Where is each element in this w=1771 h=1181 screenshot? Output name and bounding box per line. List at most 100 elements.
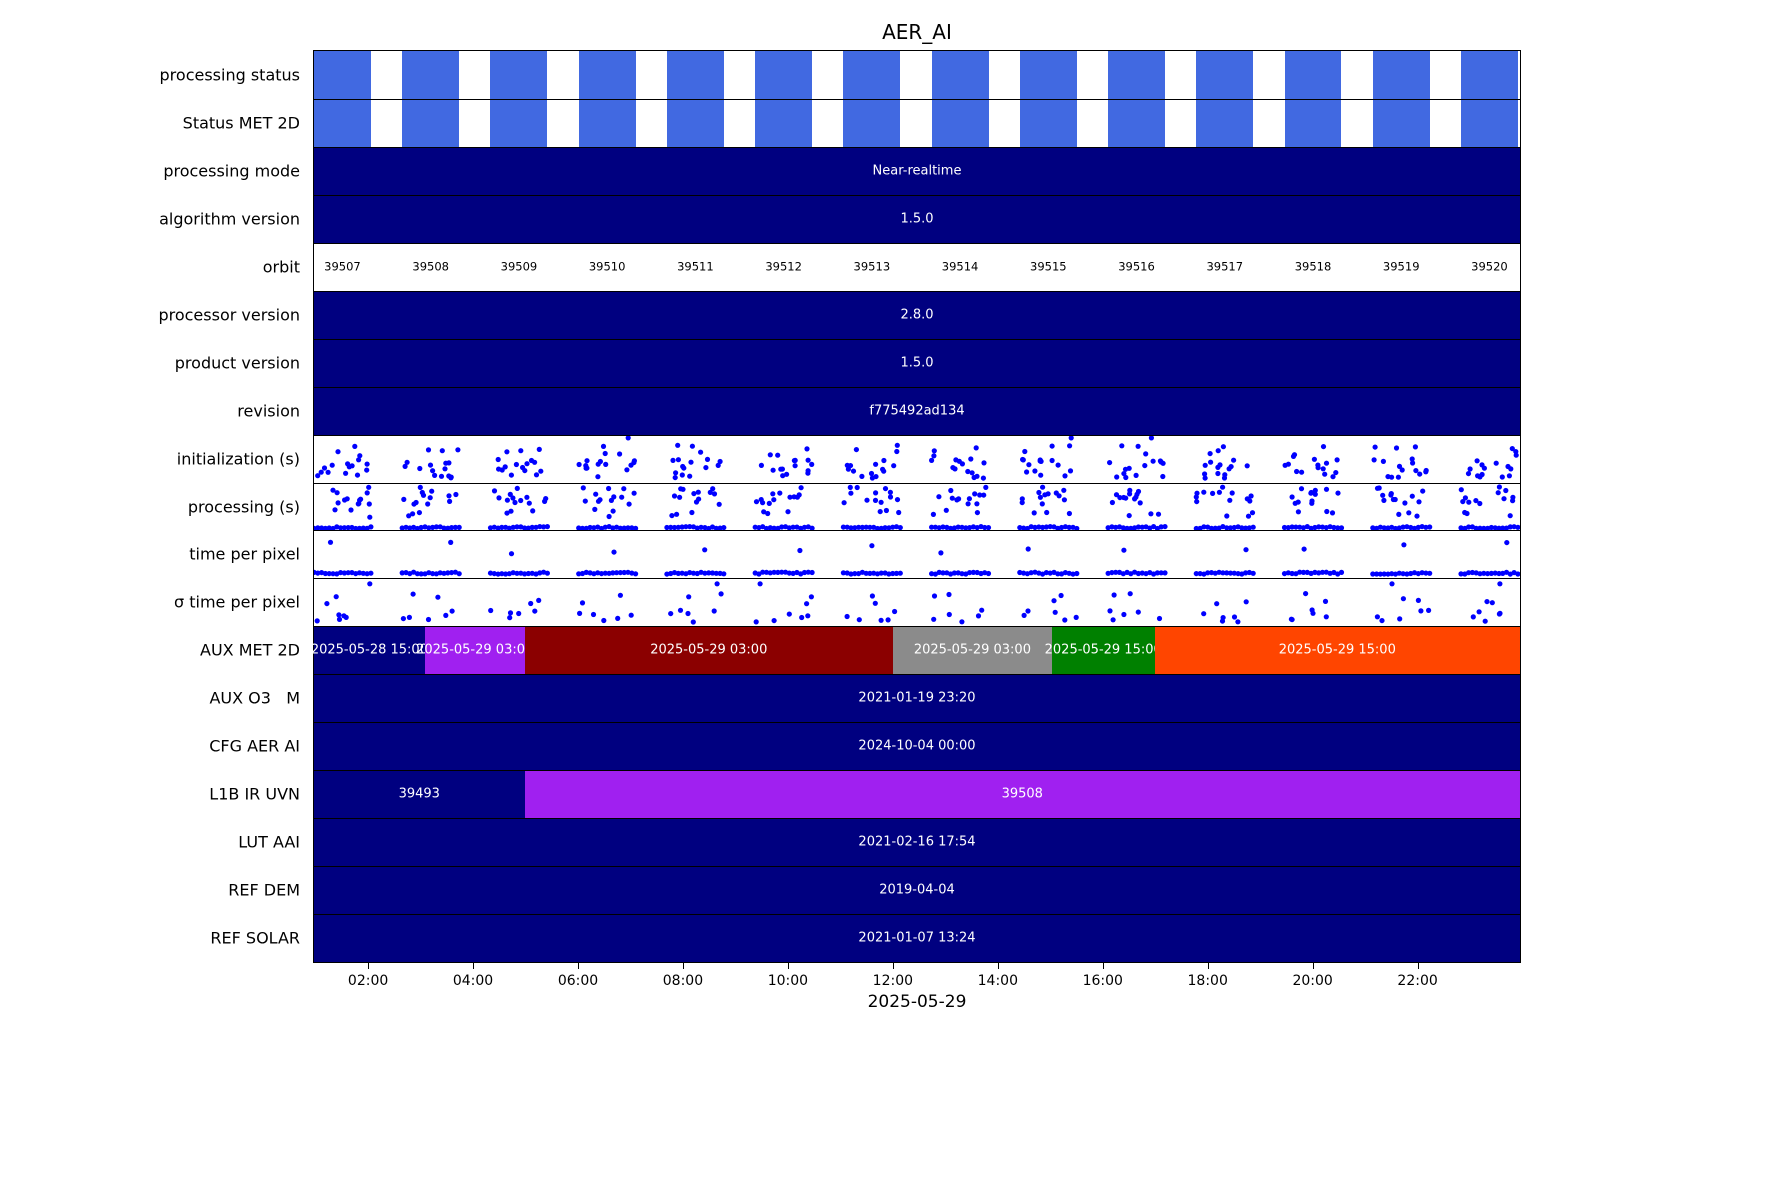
row-label-initialization-s: initialization (s) [176,449,300,469]
row-separator [314,194,1520,196]
row-value-algorithm-version: 1.5.0 [900,211,934,227]
segment-value: 2025-05-29 15:00 [1278,642,1396,658]
status-block [402,98,460,147]
status-block [1284,51,1342,99]
row-processing-s [314,483,1520,531]
orbit-number: 39509 [500,259,538,273]
segment-value: 39508 [1001,786,1043,802]
row-label-processing-s: processing (s) [187,497,300,516]
status-block [1108,98,1165,147]
orbit-number: 39513 [853,259,891,273]
row-label-time-per-pixel: time per pixel [189,544,300,564]
segment-value: 2025-05-29 15:00 [1044,642,1162,658]
row-label-sigma-time-per-pixel: σ time per pixel [174,592,300,612]
row-ref-dem: 2019-04-04 [314,866,1520,915]
row-label-aux-o3-m: AUX O3 M [209,688,300,708]
row-ref-solar: 2021-01-07 13:24 [314,914,1520,962]
status-block [314,98,371,147]
segment-value: 2025-05-29 03:00 [416,642,534,658]
row-label-orbit: orbit [262,257,300,277]
status-block [666,51,724,99]
x-tick-label: 02:00 [347,973,389,989]
row-aux-met-2d: 2025-05-28 15:00 2025-05-29 03:00 2025-05-… [310,626,1520,675]
x-tick-mark [787,963,789,969]
row-separator [314,674,1520,676]
row-separator [314,914,1520,916]
row-processor-version: 2.8.0 [314,290,1520,339]
scatter-processing-s [314,483,1520,531]
x-tick-label: 08:00 [662,973,704,989]
row-label-processor-version: processor version [158,305,300,325]
row-value-product-version: 1.5.0 [900,355,934,371]
segment-l1b-ir-uvn: 39508 [524,770,1520,819]
scatter-time-per-pixel [314,540,1520,578]
orbit-number: 39520 [1471,259,1508,273]
x-tick-label: 06:00 [557,973,599,989]
segment-value: 2025-05-29 03:00 [913,642,1031,658]
row-algorithm-version: 1.5.0 [314,194,1520,243]
row-label-cfg-aer-ai: CFG AER AI [209,736,300,756]
row-label-ref-solar: REF SOLAR [210,928,300,948]
orbit-number: 39510 [588,259,626,273]
status-block [314,51,371,99]
row-value-cfg-aer-ai: 2024-10-04 00:00 [858,738,976,754]
x-tick-label: 14:00 [977,973,1018,989]
status-block [1196,51,1254,99]
x-tick-mark [1417,963,1419,969]
plot-area: Near-realtime 1.5.0 39507 39508 39509 39510 39… [310,50,1521,963]
segment-aux-met-2d: 2025-05-29 03:00 [524,626,893,675]
row-value-ref-solar: 2021-01-07 13:24 [858,930,976,946]
row-processing-mode: Near-realtime [314,146,1520,195]
status-block [843,98,901,147]
row-l1b-ir-uvn: 39493 39508 [314,770,1520,819]
segment-value: 2025-05-28 15:00 [310,642,428,658]
orbit-number: 39511 [677,259,714,273]
status-block [578,51,636,99]
row-separator [314,530,1520,532]
row-initialization-s [314,434,1520,483]
status-block [931,98,989,147]
status-block [1019,98,1077,147]
x-tick-mark [1102,963,1104,969]
row-separator [314,818,1520,820]
row-product-version: 1.5.0 [314,338,1520,387]
x-tick-label: 04:00 [452,973,494,989]
row-label-ref-dem: REF DEM [228,880,300,900]
status-block [666,98,724,147]
orbit-number: 39519 [1382,259,1420,273]
row-label-product-version: product version [174,353,300,373]
x-tick-label: 16:00 [1082,973,1123,989]
x-tick-label: 22:00 [1397,973,1438,989]
row-separator [314,338,1520,340]
row-processing-status [314,51,1520,99]
x-tick-mark [368,963,370,969]
status-block [1372,98,1430,147]
status-block [1372,51,1430,99]
x-tick-label: 20:00 [1292,973,1333,989]
orbit-number: 39517 [1206,259,1244,273]
orbit-number: 39508 [412,259,449,273]
status-block [1019,51,1077,99]
row-value-processing-mode: Near-realtime [872,163,962,179]
row-separator [314,146,1520,148]
segment-aux-met-2d: 2025-05-29 03:00 [893,626,1052,675]
row-separator [314,98,1520,100]
row-labels-column: processing status Status MET 2D processing… [0,0,306,1181]
x-tick-mark [892,963,894,969]
row-lut-aai: 2021-02-16 17:54 [314,818,1520,867]
row-orbit: 39507 39508 39509 39510 39511 39512 39513 39514… [314,243,1520,291]
x-tick-label: 18:00 [1187,973,1228,989]
segment-aux-met-2d: 2025-05-28 15:00 [310,626,428,675]
status-block [755,51,813,99]
x-axis-date-label: 2025-05-29 [867,992,967,1012]
row-separator [314,626,1520,628]
row-separator [314,482,1520,484]
row-value-ref-dem: 2019-04-04 [879,882,955,898]
x-tick-mark [473,963,475,969]
row-value-revision: f775492ad134 [869,403,965,419]
status-block [1196,98,1254,147]
row-separator [314,290,1520,292]
x-tick-mark [682,963,684,969]
x-tick-label: 12:00 [872,973,914,989]
